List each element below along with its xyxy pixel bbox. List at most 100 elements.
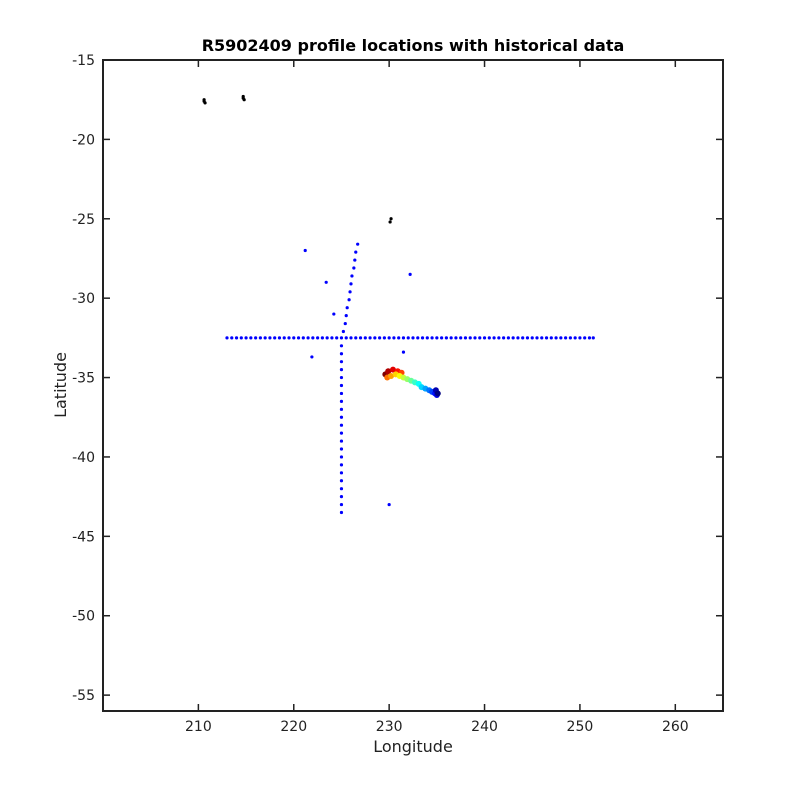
data-point [544,336,549,340]
y-tick-label: -20 [72,132,95,148]
y-tick-label: -30 [72,291,95,307]
data-point [525,336,530,340]
x-tick-label: 210 [185,719,212,735]
data-point [506,336,510,340]
data-point [559,336,563,340]
data-point [324,280,328,284]
data-point [397,336,401,340]
series-2 [382,366,441,399]
data-point [388,372,395,379]
data-point [468,336,472,340]
data-point [425,336,429,340]
data-point [591,336,595,340]
data-point [316,336,320,340]
data-point [435,336,439,340]
data-point [430,336,434,340]
data-point [350,274,354,278]
data-point [420,336,425,340]
data-point [339,479,344,483]
plot-area [202,94,595,515]
data-point [352,266,356,270]
x-tick-label: 230 [376,719,403,735]
y-axis-label: Latitude [51,352,70,418]
y-tick-label: -40 [72,450,95,466]
y-tick-label: -35 [72,371,95,387]
data-point [339,463,344,467]
y-tick-label: -25 [72,212,95,228]
data-point [344,336,348,340]
data-point [345,306,349,310]
data-point [339,447,344,451]
data-point [449,336,453,340]
data-point [385,368,392,375]
plot-frame [102,59,724,712]
data-point [244,336,248,340]
data-point [349,282,353,286]
data-point [388,220,392,224]
x-tick-label: 220 [280,719,307,735]
data-point [335,336,339,340]
data-point [578,336,582,340]
data-point [444,336,448,340]
y-axis: -15 -20 -25 -30 -35 -40 -45 -50 -55 [72,53,723,704]
data-point [249,336,253,340]
data-point [454,336,458,340]
data-point [530,336,534,340]
data-point [320,336,324,340]
data-point [339,383,344,388]
data-point [330,336,334,340]
data-point [497,336,501,340]
data-point [349,336,353,340]
series-1 [225,242,595,515]
data-point [463,336,468,340]
data-point [341,329,345,334]
data-point [339,455,344,459]
data-point [339,487,344,491]
data-point [339,336,344,340]
data-point [202,99,206,103]
data-point [387,502,391,507]
data-point [258,336,262,340]
data-point [339,344,344,348]
data-point [339,360,344,364]
data-point [353,258,357,262]
data-point [408,272,412,276]
data-point [411,336,415,340]
data-point [332,312,336,316]
data-point [482,336,487,340]
data-point [535,336,539,340]
data-point [368,336,372,340]
data-point [473,336,477,340]
x-axis: 210 220 230 240 250 260 [185,60,689,735]
data-point [234,336,239,340]
data-point [268,336,272,340]
data-point [306,336,310,340]
data-point [348,290,352,294]
data-point [339,423,344,427]
data-point [492,336,496,340]
data-point [277,336,282,340]
data-point [282,336,286,340]
x-tick-label: 240 [471,719,498,735]
data-point [301,336,305,340]
data-point [339,415,344,419]
data-point [292,336,296,340]
data-point [339,399,344,403]
data-point [241,96,245,100]
data-point [406,336,410,340]
data-point [549,336,553,340]
data-point [239,336,243,340]
data-point [339,495,344,499]
data-point [389,217,393,221]
data-point [511,336,515,340]
data-point [401,350,406,354]
data-point [540,336,544,340]
data-point [382,336,386,340]
data-point [554,336,558,340]
data-point [573,336,577,340]
data-point [440,336,444,340]
data-point [339,407,344,411]
data-point [310,355,314,359]
data-point [583,336,587,340]
data-point [387,336,391,340]
